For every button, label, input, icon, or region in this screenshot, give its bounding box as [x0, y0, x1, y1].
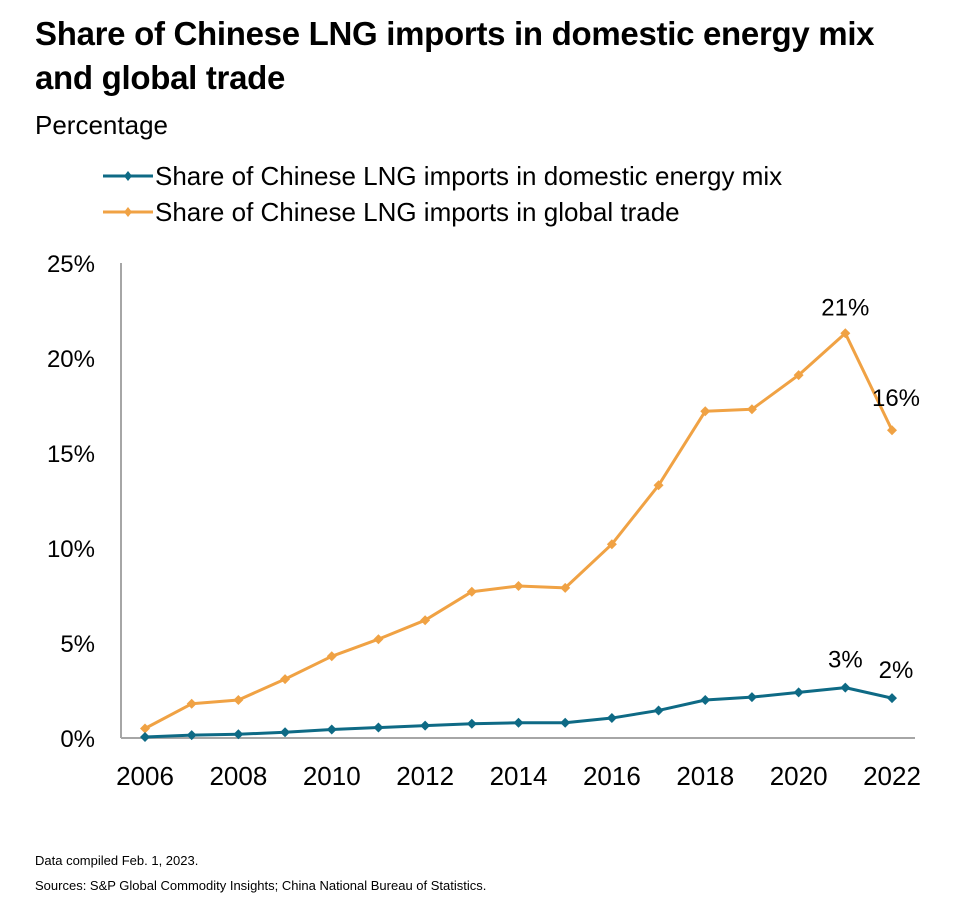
data-point-global: [793, 370, 804, 381]
series-layer: [140, 328, 897, 743]
x-tick-label: 2018: [676, 761, 734, 791]
legend-label-domestic: Share of Chinese LNG imports in domestic…: [155, 160, 783, 191]
y-tick-label: 20%: [47, 346, 95, 373]
legend-label-global: Share of Chinese LNG imports in global t…: [155, 196, 680, 227]
data-point-domestic: [653, 705, 664, 716]
data-point-global: [887, 425, 897, 436]
data-point-domestic: [887, 693, 897, 704]
footnote-sources: Sources: S&P Global Commodity Insights; …: [35, 878, 487, 893]
data-point-domestic: [746, 692, 757, 703]
data-point-global: [186, 698, 197, 709]
series-line-global: [144, 331, 894, 730]
data-point-global: [840, 328, 851, 339]
y-tick-label: 25%: [47, 251, 95, 278]
footnote-date: Data compiled Feb. 1, 2023.: [35, 853, 199, 868]
data-point-global: [466, 586, 477, 597]
series-line-domestic: [144, 686, 893, 739]
y-tick-label: 15%: [47, 441, 95, 468]
data-point-global: [700, 406, 711, 417]
axes: 0% 5% 10% 15% 20% 25% 2006 2008 2010 2012 2014 2016…: [47, 251, 921, 791]
x-tick-label: 2022: [863, 761, 921, 791]
data-point-global: [513, 581, 524, 591]
chart-title: Share of Chinese LNG imports in domestic…: [35, 15, 875, 96]
x-tick-label: 2016: [583, 761, 641, 791]
y-tick-label: 10%: [47, 536, 95, 563]
data-label-domestic: 3%: [828, 647, 863, 674]
data-point-domestic: [560, 717, 571, 728]
data-point-domestic: [233, 729, 244, 740]
data-point-domestic: [840, 682, 851, 693]
data-point-domestic: [140, 732, 150, 743]
legend-swatch-domestic-icon: [103, 171, 153, 181]
series-domestic: [140, 682, 897, 743]
data-point-domestic: [700, 695, 711, 705]
series-global: [140, 328, 897, 734]
x-tick-label: 2010: [303, 761, 361, 791]
data-point-global: [140, 723, 150, 734]
data-point-domestic: [186, 730, 197, 741]
x-tick-label: 2006: [116, 761, 174, 791]
data-point-domestic: [326, 724, 337, 735]
labels-layer: 21% 16% 3% 2%: [821, 294, 920, 684]
data-point-global: [606, 539, 617, 550]
y-tick-label: 5%: [60, 631, 95, 658]
data-point-global: [420, 615, 431, 626]
x-tick-label: 2012: [396, 761, 454, 791]
data-label-global: 16%: [872, 385, 920, 412]
x-tick-label: 2014: [490, 761, 548, 791]
data-point-global: [326, 651, 337, 662]
data-point-global: [280, 674, 291, 685]
data-label-global: 21%: [821, 294, 869, 321]
data-point-domestic: [513, 717, 524, 728]
data-point-domestic: [606, 713, 617, 724]
data-point-global: [746, 404, 757, 415]
data-point-domestic: [373, 722, 384, 733]
data-point-domestic: [793, 687, 804, 698]
legend-item-domestic: Share of Chinese LNG imports in domestic…: [103, 158, 782, 194]
data-point-global: [560, 582, 571, 593]
data-point-domestic: [466, 718, 477, 729]
data-point-global: [373, 634, 384, 645]
data-point-global: [233, 695, 244, 705]
x-tick-label: 2020: [770, 761, 828, 791]
legend-swatch-global-icon: [103, 207, 153, 217]
data-point-global: [653, 480, 664, 491]
x-tick-label: 2008: [209, 761, 267, 791]
legend-item-global: Share of Chinese LNG imports in global t…: [103, 194, 782, 230]
legend: Share of Chinese LNG imports in domestic…: [103, 158, 782, 230]
chart-subtitle: Percentage: [35, 110, 168, 140]
data-label-domestic: 2%: [879, 657, 914, 684]
data-point-domestic: [280, 727, 291, 738]
y-tick-label: 0%: [60, 726, 95, 753]
data-point-domestic: [420, 720, 431, 731]
